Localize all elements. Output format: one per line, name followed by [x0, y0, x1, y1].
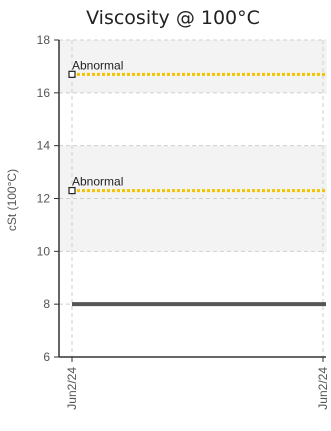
annotation-marker-0	[68, 70, 76, 78]
y-tick-label-3: 12	[37, 192, 51, 206]
y-tick-label-4: 14	[37, 139, 51, 153]
x-tick-label-1: Jun2/24	[316, 367, 330, 410]
y-axis-label: cSt (100°C)	[5, 169, 19, 231]
annotation-label-0: Abnormal	[72, 58, 123, 72]
shaded-band-1	[60, 40, 327, 93]
y-tick-label-2: 10	[37, 244, 51, 258]
plot-area: 6 8 10 12 14 16 18 Jun2/24 Jun2/24 Abnormal Abnorm…	[37, 33, 330, 410]
y-tick-label-5: 16	[37, 86, 51, 100]
annotation-marker-1	[68, 186, 76, 195]
annotation-label-1: Abnormal	[72, 175, 123, 189]
y-tick-label-0: 6	[43, 350, 50, 364]
x-tick-label-0: Jun2/24	[65, 367, 79, 410]
y-tick-label-6: 18	[37, 33, 51, 47]
chart-title: Viscosity @ 100°C	[86, 7, 260, 29]
y-tick-label-1: 8	[43, 297, 50, 311]
